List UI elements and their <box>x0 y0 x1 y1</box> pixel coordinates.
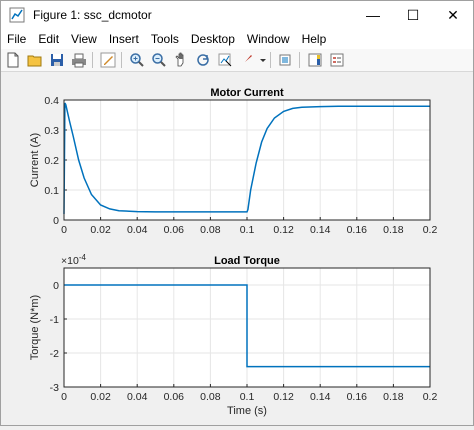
print-icon[interactable] <box>69 50 89 70</box>
current-x-tick-label: 0.14 <box>310 224 331 236</box>
current-axes-box <box>63 99 431 221</box>
maximize-button[interactable]: ☐ <box>393 1 433 29</box>
torque-x-tick-label: 0.18 <box>383 391 404 403</box>
torque-y-tick-label: -1 <box>50 314 59 326</box>
zoom-in-icon[interactable] <box>127 50 147 70</box>
toolbar-separator <box>270 52 271 68</box>
torque-x-tick-label: 0 <box>61 391 67 403</box>
open-file-icon[interactable] <box>25 50 45 70</box>
torque-axis-exponent: ×10-4 <box>61 253 86 267</box>
data-cursor-icon[interactable] <box>215 50 235 70</box>
toolbar-separator <box>299 52 300 68</box>
torque-x-tick-label: 0.14 <box>310 391 331 403</box>
link-plot-icon[interactable] <box>276 50 296 70</box>
menu-edit[interactable]: Edit <box>38 32 60 46</box>
current-y-tick-label: 0.3 <box>44 125 59 137</box>
current-y-tick-label: 0 <box>53 215 59 227</box>
torque-y-tick-label: -2 <box>50 348 59 360</box>
figure-canvas: 0 0.02 0.04 0.06 0.08 0.1 0.12 0.14 0.16 0.18 0.2 0… <box>1 72 473 425</box>
current-x-tick-label: 0 <box>61 224 67 236</box>
window-title: Figure 1: ssc_dcmotor <box>33 8 152 22</box>
menu-insert[interactable]: Insert <box>108 32 139 46</box>
menu-window[interactable]: Window <box>246 32 290 46</box>
torque-x-tick-label: 0.2 <box>423 391 438 403</box>
plot-canvas: 0 0.02 0.04 0.06 0.08 0.1 0.12 0.14 0.16 0.18 0.2 0… <box>29 87 438 417</box>
current-x-tick-label: 0.04 <box>127 224 148 236</box>
title-bar[interactable]: Figure 1: ssc_dcmotor — ☐ ✕ <box>1 1 473 29</box>
menu-file[interactable]: File <box>7 32 27 46</box>
menu-bar: File Edit View Insert Tools Desktop Wind… <box>1 29 473 49</box>
current-chart-title: Motor Current <box>210 87 284 99</box>
torque-x-tick-label: 0.16 <box>347 391 368 403</box>
torque-x-tick-label: 0.12 <box>273 391 294 403</box>
torque-series-line <box>64 284 430 368</box>
rotate-3d-icon[interactable] <box>193 50 213 70</box>
insert-legend-icon[interactable] <box>327 50 347 70</box>
current-x-tick-label: 0.02 <box>90 224 111 236</box>
brush-icon[interactable] <box>237 50 257 70</box>
save-icon[interactable] <box>47 50 67 70</box>
current-x-tick-label: 0.08 <box>200 224 221 236</box>
brush-dropdown-icon[interactable] <box>259 50 267 70</box>
menu-view[interactable]: View <box>71 32 97 46</box>
menu-tools[interactable]: Tools <box>150 32 179 46</box>
toolbar-separator <box>121 52 122 68</box>
torque-axes-box <box>63 267 431 388</box>
torque-y-tick-label: 0 <box>53 280 59 292</box>
figure-toolbar <box>1 49 473 72</box>
new-figure-icon[interactable] <box>3 50 23 70</box>
close-icon: ✕ <box>447 6 459 23</box>
minimize-button[interactable]: — <box>353 1 393 29</box>
torque-x-axis-label: Time (s) <box>227 405 267 417</box>
maximize-icon: ☐ <box>406 6 420 23</box>
pan-icon[interactable] <box>171 50 191 70</box>
current-y-tick-label: 0.2 <box>44 155 59 167</box>
menu-help[interactable]: Help <box>301 32 327 46</box>
insert-colorbar-icon[interactable] <box>305 50 325 70</box>
current-y-tick-label: 0.1 <box>44 185 59 197</box>
torque-x-tick-label: 0.1 <box>240 391 255 403</box>
current-y-axis-label: Current (A) <box>29 133 41 187</box>
current-x-tick-label: 0.1 <box>240 224 255 236</box>
matlab-figure-icon <box>9 7 25 23</box>
current-y-tick-label: 0.4 <box>44 95 59 107</box>
zoom-out-icon[interactable] <box>149 50 169 70</box>
torque-x-tick-label: 0.04 <box>127 391 148 403</box>
current-x-tick-label: 0.18 <box>383 224 404 236</box>
torque-y-axis-label: Torque (N*m) <box>29 295 41 360</box>
torque-x-tick-label: 0.06 <box>164 391 185 403</box>
torque-chart-title: Load Torque <box>214 255 280 267</box>
edit-plot-icon[interactable] <box>98 50 118 70</box>
current-x-tick-label: 0.06 <box>164 224 185 236</box>
current-x-tick-label: 0.2 <box>423 224 438 236</box>
torque-y-tick-label: -3 <box>50 382 59 394</box>
current-x-tick-label: 0.16 <box>347 224 368 236</box>
current-x-tick-label: 0.12 <box>273 224 294 236</box>
toolbar-separator <box>92 52 93 68</box>
minimize-icon: — <box>366 7 380 23</box>
close-button[interactable]: ✕ <box>433 1 473 29</box>
menu-desktop[interactable]: Desktop <box>190 32 235 46</box>
torque-x-tick-label: 0.02 <box>90 391 111 403</box>
current-series-line <box>63 102 430 215</box>
torque-x-tick-label: 0.08 <box>200 391 221 403</box>
